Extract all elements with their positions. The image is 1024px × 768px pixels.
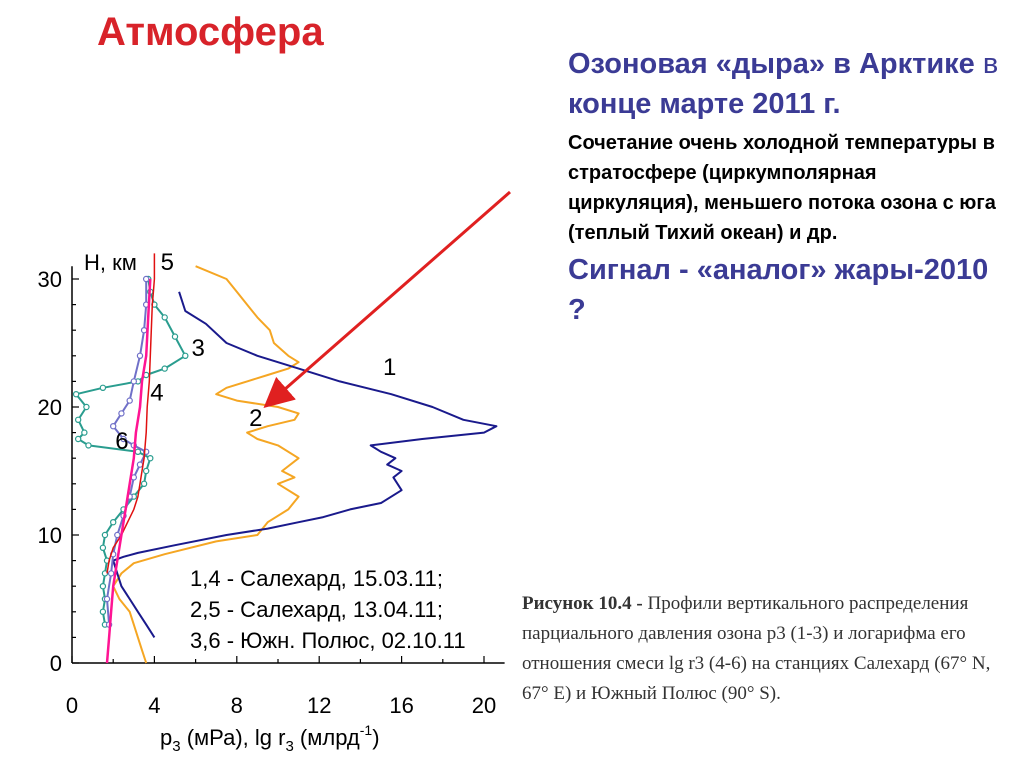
chart-labels: 1 2 3 4 5 6 1,4 - Салехард, 15.03.11; 2,5 - Сал…: [115, 249, 465, 653]
series-point-3: [99, 608, 107, 616]
slide-title: Атмосфера: [97, 10, 324, 54]
series-point-6: [126, 397, 133, 404]
caption-label: Рисунок 10.4 -: [522, 593, 643, 614]
series-line-6: [106, 279, 148, 625]
legend-entry: 2,5 - Салехард, 13.04.11;: [190, 597, 443, 622]
legend-entry: 3,6 - Южн. Полюс, 02.10.11: [190, 628, 466, 653]
curve-label-5: 5: [161, 249, 174, 276]
x-axis-label: p3 (мРа), lg r3 (млрд-1): [160, 722, 380, 755]
x-tick-label: 20: [472, 693, 496, 718]
series-point-3: [101, 595, 109, 603]
headline-part3: конце марте 2011 г.: [568, 88, 841, 120]
series-line-4: [105, 278, 152, 664]
y-tick-label: 10: [38, 523, 62, 548]
legend-entry: 1,4 - Салехард, 15.03.11;: [190, 566, 443, 591]
curve-label-3: 3: [191, 335, 204, 362]
series-point-3: [134, 378, 142, 385]
curve-label-6: 6: [115, 428, 128, 455]
pointer-arrow: [263, 190, 511, 408]
series-point-3: [83, 403, 90, 411]
series-point-6: [142, 275, 150, 283]
series-point-3: [151, 301, 158, 308]
series-point-3: [109, 519, 117, 526]
series-point-6: [109, 423, 117, 430]
series-point-3: [74, 416, 82, 423]
series-point-3: [85, 442, 92, 449]
chart-curves: [72, 253, 498, 664]
series-point-3: [101, 621, 109, 628]
series-point-6: [126, 493, 133, 500]
series-point-6: [103, 595, 111, 603]
curve-label-1: 1: [383, 354, 396, 381]
series-point-6: [136, 352, 144, 359]
series-point-6: [105, 621, 113, 628]
caption-text: Профили вертикального распределения парц…: [522, 593, 991, 704]
series-point-3: [145, 275, 152, 283]
text-panel: Озоновая «дыра» в Арктике в конце марте …: [568, 44, 1008, 330]
series-line-5: [106, 253, 156, 574]
series-point-6: [118, 410, 125, 417]
series-point-3: [142, 467, 150, 475]
series-point-3: [74, 435, 82, 443]
series-point-6: [130, 378, 137, 385]
series-point-6: [109, 551, 117, 558]
series-point-3: [147, 455, 154, 462]
series-point-6: [107, 570, 115, 577]
series-line-1: [112, 291, 498, 638]
series-point-3: [101, 531, 109, 539]
series-point-6: [142, 448, 150, 455]
series-point-3: [161, 314, 168, 321]
x-tick-label: 12: [307, 693, 331, 718]
y-tick-label: 30: [38, 267, 62, 292]
series-point-3: [130, 493, 137, 500]
curve-label-4: 4: [150, 380, 163, 407]
x-tick-label: 0: [66, 693, 78, 718]
series-line-2: [112, 265, 300, 664]
series-point-3: [140, 480, 148, 487]
series-point-6: [130, 474, 137, 481]
series-point-6: [136, 461, 144, 468]
series-point-3: [99, 544, 107, 552]
series-point-3: [81, 429, 88, 436]
y-tick-label: 20: [38, 395, 62, 420]
series-point-3: [120, 506, 127, 513]
x-tick-label: 4: [148, 693, 160, 718]
body-text: Сочетание очень холодной температуры в с…: [568, 132, 996, 244]
figure-caption: Рисунок 10.4 - Профили вертикального рас…: [522, 589, 1002, 709]
series-point-6: [130, 442, 137, 449]
series-point-3: [142, 371, 150, 379]
curve-label-2: 2: [249, 405, 262, 432]
signal-text: Сигнал - «аналог» жары-2010 ?: [568, 254, 989, 326]
headline: Озоновая «дыра» в Арктике в конце марте …: [568, 44, 1008, 124]
headline-part2: в: [974, 48, 999, 80]
x-tick-label: 16: [389, 693, 413, 718]
series-point-3: [147, 288, 154, 295]
headline-part1: Озоновая «дыра» в Арктике: [568, 48, 975, 80]
series-point-3: [72, 391, 80, 398]
chart-arrow: [263, 190, 511, 408]
series-point-3: [103, 557, 111, 564]
series-point-3: [134, 448, 142, 455]
series-point-3: [99, 384, 107, 391]
series-point-3: [171, 333, 179, 340]
series-point-6: [142, 301, 150, 308]
series-point-3: [101, 570, 109, 577]
series-point-6: [120, 512, 127, 520]
series-line-3: [75, 278, 187, 625]
y-axis-label: H, км: [84, 250, 137, 275]
series-point-6: [114, 531, 121, 539]
series-point-3: [161, 365, 168, 372]
series-point-3: [182, 352, 189, 359]
series-point-3: [99, 583, 107, 590]
series-point-6: [140, 327, 148, 334]
y-tick-label: 0: [50, 651, 62, 676]
series-point-6: [120, 435, 127, 443]
x-tick-label: 8: [231, 693, 243, 718]
